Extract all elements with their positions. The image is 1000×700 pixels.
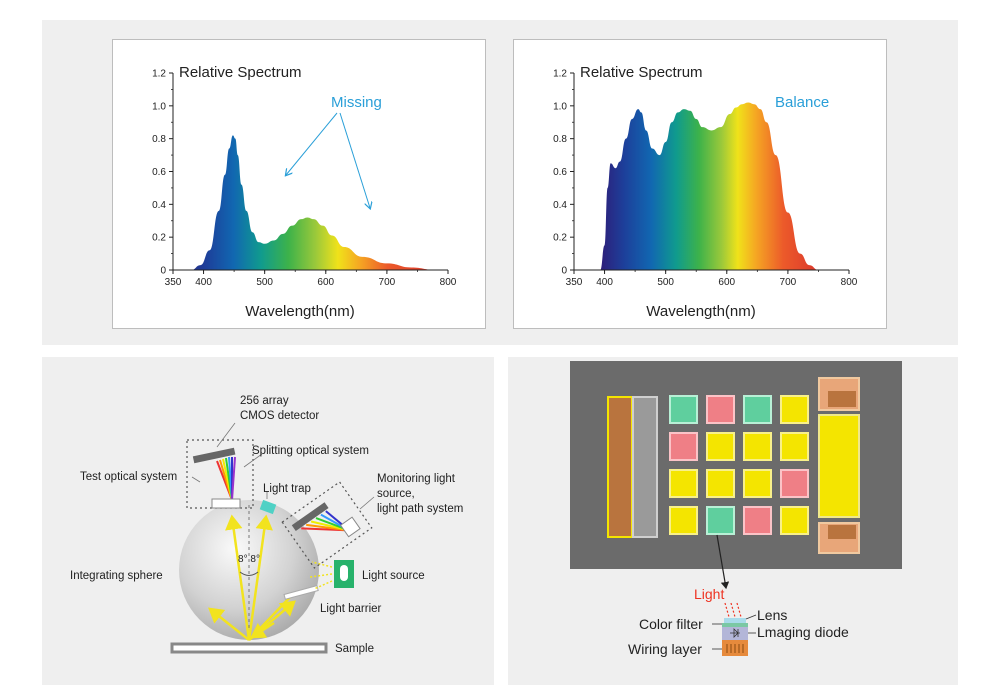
pixel-red bbox=[669, 432, 698, 461]
pixel-yellow bbox=[780, 395, 809, 424]
angle-label: 8° 8° bbox=[238, 554, 260, 565]
x-tick-label: 400 bbox=[195, 277, 212, 288]
spectrum-chart-missing: 350 400 500 600 700 800 0 0.2 0.4 0.6 0.8 1.0 1.2 Re… bbox=[112, 39, 486, 329]
pixel-green bbox=[706, 506, 735, 535]
y-tick-label: 0.8 bbox=[152, 134, 166, 145]
sensor-block-top-inner bbox=[828, 391, 856, 407]
y-tick-label: 0.6 bbox=[553, 167, 567, 178]
light-trap-label: Light trap bbox=[263, 483, 311, 495]
y-tick-label: 0.6 bbox=[152, 167, 166, 178]
sensor-bar-orange bbox=[607, 396, 633, 538]
wiring-label: Wiring layer bbox=[628, 641, 702, 657]
imaging-diode-layer bbox=[722, 627, 748, 640]
x-axis-label: Wavelength(nm) bbox=[646, 303, 755, 320]
x-tick-label: 500 bbox=[657, 277, 674, 288]
test-optical-system bbox=[186, 439, 254, 509]
chart-annotation: Balance bbox=[775, 94, 829, 111]
sensor-bar-gray bbox=[632, 396, 658, 538]
y-tick-label: 0 bbox=[160, 266, 166, 277]
wiring-lines bbox=[726, 644, 744, 653]
pixel-yellow bbox=[706, 469, 735, 498]
monitoring-system bbox=[281, 481, 373, 569]
y-tick-label: 1.0 bbox=[152, 101, 166, 112]
x-tick-label: 700 bbox=[379, 277, 396, 288]
pixel-yellow bbox=[780, 506, 809, 535]
spectrum-area bbox=[191, 135, 436, 270]
y-tick-label: 0.2 bbox=[152, 233, 166, 244]
y-tick-label: 0.8 bbox=[553, 134, 567, 145]
light-source-label: Light source bbox=[362, 570, 425, 582]
diode-symbol bbox=[730, 628, 740, 638]
y-tick-label: 1.2 bbox=[553, 69, 567, 80]
imaging-diode-label: Lmaging diode bbox=[757, 624, 849, 640]
lens-layer bbox=[724, 618, 746, 624]
y-tick-label: 1.0 bbox=[553, 101, 567, 112]
leader-lines bbox=[191, 422, 375, 510]
annotation-arrow-left bbox=[286, 112, 338, 175]
splitting-label: Splitting optical system bbox=[252, 445, 369, 457]
pixel-green bbox=[669, 395, 698, 424]
chart-title: Relative Spectrum bbox=[580, 64, 703, 81]
light-source-lamp bbox=[340, 565, 348, 581]
spectrum-chart-balance: 350 400 500 600 700 800 0 0.2 0.4 0.6 0.8 1.0 1.2 Re… bbox=[513, 39, 887, 329]
color-filter-label: Color filter bbox=[639, 616, 703, 632]
x-tick-label: 400 bbox=[596, 277, 613, 288]
spectrum-svg-balance: 350 400 500 600 700 800 0 0.2 0.4 0.6 0.8 1.0 1.2 Re… bbox=[553, 64, 858, 320]
x-axis-label: Wavelength(nm) bbox=[245, 303, 354, 320]
light-source-rays bbox=[309, 561, 333, 590]
y-tick-label: 0.4 bbox=[152, 200, 166, 211]
x-tick-label: 800 bbox=[440, 277, 457, 288]
image-sensor-svg: Light Lens Color filter Lmaging diode Wi… bbox=[570, 361, 902, 657]
light-trap bbox=[259, 499, 277, 515]
y-tick-label: 0.4 bbox=[553, 200, 567, 211]
x-tick-label: 600 bbox=[718, 277, 735, 288]
pixel-grid bbox=[669, 395, 809, 535]
sphere-label: Integrating sphere bbox=[70, 570, 163, 582]
light-rays bbox=[208, 514, 296, 641]
pixel-red bbox=[780, 469, 809, 498]
x-tick-label: 350 bbox=[566, 277, 583, 288]
light-barrier-label: Light barrier bbox=[320, 603, 382, 615]
pixel-yellow bbox=[743, 432, 772, 461]
spectrum-area bbox=[600, 102, 819, 270]
x-tick-label: 800 bbox=[841, 277, 858, 288]
x-tick-label: 600 bbox=[317, 277, 334, 288]
pixel-yellow bbox=[706, 432, 735, 461]
light-arrows bbox=[724, 602, 742, 618]
zoom-arrow bbox=[716, 534, 730, 590]
chart-title: Relative Spectrum bbox=[179, 64, 302, 81]
spectrum-svg-missing: 350 400 500 600 700 800 0 0.2 0.4 0.6 0.8 1.0 1.2 Re… bbox=[152, 64, 457, 320]
pixel-yellow bbox=[743, 469, 772, 498]
chart-annotation: Missing bbox=[331, 94, 382, 111]
x-tick-label: 350 bbox=[165, 277, 182, 288]
y-tick-label: 0 bbox=[561, 266, 567, 277]
detector-label: 256 array CMOS detector bbox=[240, 395, 319, 422]
image-sensor-panel: Light Lens Color filter Lmaging diode Wi… bbox=[508, 357, 958, 685]
x-tick-label: 700 bbox=[780, 277, 797, 288]
y-tick-label: 0.2 bbox=[553, 233, 567, 244]
x-tick-label: 500 bbox=[256, 277, 273, 288]
sensor-leaders bbox=[712, 614, 757, 650]
pixel-green bbox=[743, 395, 772, 424]
sensor-block-bottom-inner bbox=[828, 525, 856, 539]
pixel-yellow bbox=[669, 469, 698, 498]
color-filter-layer bbox=[722, 623, 748, 627]
pixel-red bbox=[706, 395, 735, 424]
angle-arc bbox=[239, 571, 259, 576]
sample-label: Sample bbox=[335, 643, 374, 655]
pixel-yellow bbox=[780, 432, 809, 461]
pixel-red bbox=[743, 506, 772, 535]
annotation-arrow-right bbox=[339, 112, 370, 208]
sensor-block-large bbox=[818, 414, 860, 518]
light-label: Light bbox=[694, 586, 724, 602]
pixel-yellow bbox=[669, 506, 698, 535]
lens-label: Lens bbox=[757, 607, 787, 623]
sample bbox=[170, 642, 328, 654]
y-tick-label: 1.2 bbox=[152, 69, 166, 80]
integrating-sphere-panel: 8° 8° bbox=[42, 357, 494, 685]
integrating-sphere-svg: 8° 8° bbox=[70, 395, 463, 655]
monitoring-label: Monitoring light source, light path syst… bbox=[377, 473, 463, 515]
test-optical-label: Test optical system bbox=[80, 471, 177, 483]
